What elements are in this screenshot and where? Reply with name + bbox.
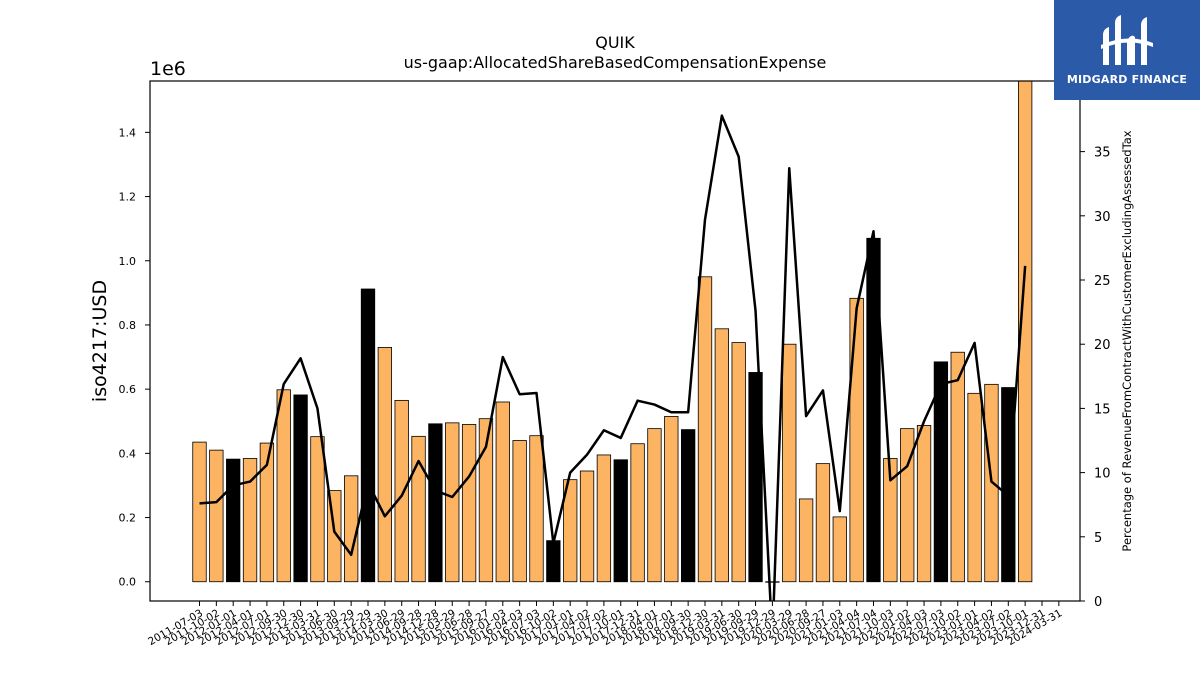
- y-tick-label: 0.4: [119, 447, 137, 460]
- bar-2019-12-29: [765, 581, 780, 583]
- y-tick-label: 1.0: [119, 255, 137, 268]
- bar-2021-04-04: [849, 297, 864, 583]
- bar-2014-12-28: [428, 423, 443, 583]
- bar-2023-10-01: [1018, 81, 1033, 583]
- bar-2017-04-02: [579, 470, 595, 583]
- bar-2013-12-29: [360, 288, 376, 583]
- y-tick-label: 0.6: [119, 383, 137, 396]
- bar-2016-07-03: [529, 435, 544, 583]
- bar-2015-03-29: [445, 422, 460, 583]
- y-tick-label: 0.0: [119, 576, 137, 589]
- bar-2018-09-30: [681, 429, 696, 583]
- chart-title: QUIK: [595, 33, 635, 52]
- y-offset-label: 1e6: [150, 58, 186, 80]
- bar-2021-01-03: [832, 516, 847, 583]
- bar-2019-09-29: [748, 372, 763, 583]
- bar-2012-01-01: [226, 458, 241, 583]
- bar-2017-01-01: [563, 479, 578, 583]
- y2-tick-label: 35: [1094, 146, 1111, 161]
- bar-2012-09-30: [276, 389, 291, 583]
- y2-axis-label: Percentage of RevenueFromContractWithCus…: [1120, 130, 1134, 551]
- bar-2019-06-30: [731, 342, 746, 583]
- bar-2016-04-03: [512, 440, 527, 583]
- bar-2018-12-30: [697, 276, 713, 583]
- y2-tick-label: 5: [1094, 531, 1102, 546]
- plot-frame: [149, 80, 1081, 602]
- bar-2013-09-29: [343, 475, 359, 583]
- chart-subtitle: us-gaap:AllocatedShareBasedCompensationE…: [404, 53, 827, 72]
- bar-2020-09-27: [815, 463, 831, 583]
- y2-tick-label: 0: [1094, 595, 1102, 610]
- y2-tick-label: 30: [1094, 210, 1111, 225]
- line-series: [199, 114, 1027, 601]
- bar-2018-04-01: [647, 428, 662, 583]
- bar-2018-07-01: [664, 416, 679, 583]
- y2-tick-label: 10: [1094, 467, 1111, 482]
- y2-tick-label: 15: [1094, 402, 1111, 417]
- bar-2015-09-27: [478, 418, 494, 583]
- bar-2022-01-02: [900, 428, 915, 583]
- bar-2020-06-28: [798, 498, 814, 583]
- y-tick-label: 0.2: [119, 512, 137, 525]
- bar-2016-10-02: [546, 540, 561, 583]
- bar-2016-01-03: [495, 401, 510, 583]
- bar-2011-10-02: [209, 449, 224, 583]
- bar-2020-03-29: [782, 343, 797, 583]
- bar-2022-07-03: [933, 361, 949, 583]
- bar-2012-07-01: [259, 442, 275, 583]
- bar-2014-09-28: [411, 435, 426, 583]
- bar-2012-04-01: [242, 458, 258, 583]
- bar-2017-07-02: [596, 454, 612, 583]
- bar-2017-10-01: [613, 459, 628, 583]
- y2-tick-label: 20: [1094, 338, 1111, 353]
- y-tick-label: 1.2: [119, 191, 137, 204]
- bar-2011-07-03: [192, 441, 207, 583]
- bar-2017-12-31: [630, 443, 645, 583]
- logo-text: MIDGARD FINANCE: [1066, 72, 1188, 86]
- bar-2021-10-03: [883, 458, 898, 583]
- midgard-logo-icon: [1101, 14, 1153, 65]
- bar-2012-12-30: [293, 394, 308, 583]
- bar-2022-04-03: [916, 425, 932, 583]
- bar-2014-03-30: [377, 347, 393, 583]
- bar-2013-03-31: [310, 436, 325, 583]
- y-tick-label: 1.4: [119, 126, 137, 139]
- y2-tick-label: 25: [1094, 274, 1111, 289]
- y-tick-label: 0.8: [119, 319, 137, 332]
- bar-2023-01-01: [967, 392, 982, 583]
- bar-2015-06-28: [461, 424, 477, 583]
- bar-2014-06-29: [394, 399, 409, 583]
- y-axis-label: iso4217:USD: [89, 280, 111, 402]
- bar-2019-03-31: [714, 328, 729, 583]
- midgard-finance-logo: MIDGARD FINANCE: [1054, 0, 1200, 100]
- bar-2022-10-02: [950, 351, 965, 583]
